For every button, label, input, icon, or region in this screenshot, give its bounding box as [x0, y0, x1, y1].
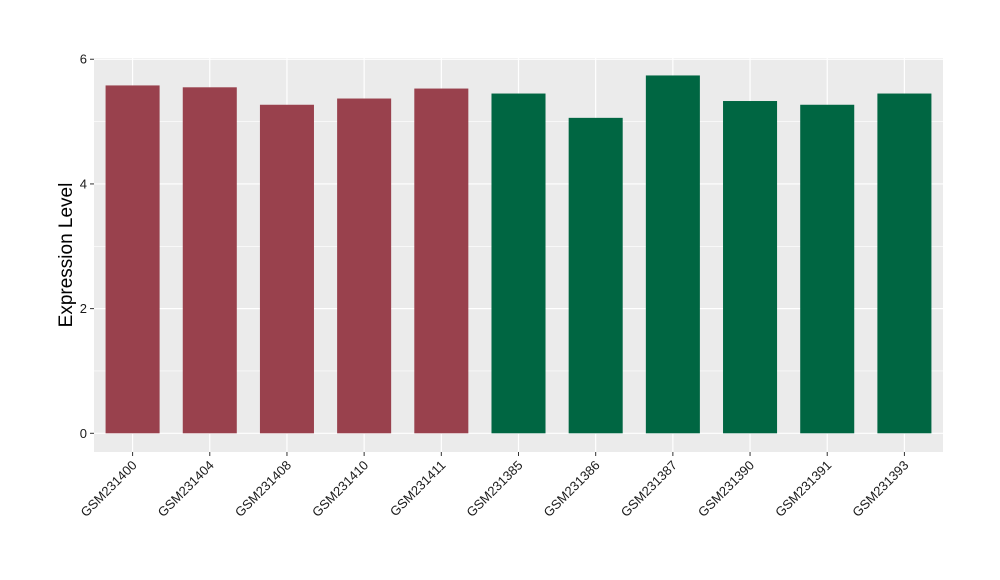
bar-GSM231404 — [182, 87, 237, 434]
y-tick-label: 6 — [80, 52, 87, 67]
y-tick-label: 4 — [80, 176, 87, 191]
y-axis-title: Expression Level — [56, 183, 77, 328]
bar-GSM231390 — [723, 101, 778, 434]
bar-GSM231400 — [105, 85, 160, 434]
bars — [105, 75, 932, 434]
bar-GSM231387 — [645, 75, 700, 434]
bar-GSM231386 — [568, 117, 623, 434]
bar-GSM231393 — [877, 93, 932, 434]
y-tick-label: 2 — [80, 301, 87, 316]
bar-GSM231385 — [491, 93, 546, 434]
bar-GSM231391 — [800, 104, 855, 434]
bar-GSM231411 — [414, 88, 469, 434]
y-tick-label: 0 — [80, 426, 87, 441]
bar-GSM231408 — [259, 104, 314, 434]
bar-GSM231410 — [337, 98, 392, 434]
